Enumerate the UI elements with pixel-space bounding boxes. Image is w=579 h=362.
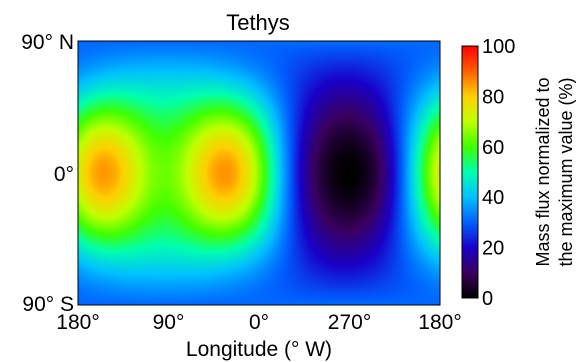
x-tick-labels: 180° 90° 0° 270° 180° — [56, 311, 461, 334]
chart-title: Tethys — [226, 10, 290, 35]
y-tick-label: 90° N — [21, 31, 74, 54]
plot-frame — [77, 40, 441, 306]
colorbar-tick-label: 100 — [482, 36, 515, 58]
colorbar — [461, 45, 479, 299]
colorbar-tick-label: 60 — [482, 137, 504, 159]
heatmap-image — [78, 41, 440, 305]
y-tick-labels: 90° N 0° 90° S — [21, 31, 74, 316]
x-tick-label: 0° — [249, 311, 269, 334]
x-tick-label: 180° — [56, 311, 99, 334]
colorbar-tick-label: 0 — [482, 288, 493, 310]
colorbar-tick-label: 20 — [482, 238, 504, 260]
y-tick-label: 0° — [54, 163, 74, 186]
colorbar-tick-label: 80 — [482, 86, 504, 108]
colorbar-tick-labels: 0 20 40 60 80 100 — [482, 36, 515, 310]
colorbar-label-line-1: Mass flux normalized to — [533, 77, 553, 266]
x-tick-label: 180° — [418, 311, 461, 334]
x-tick-label: 270° — [328, 311, 371, 334]
x-axis-label: Longitude (° W) — [186, 338, 332, 361]
y-tick-label: 90° S — [22, 293, 74, 316]
colorbar-label-line-2: the maximum value (%) — [556, 77, 576, 266]
colorbar-tick-label: 40 — [482, 187, 504, 209]
x-tick-label: 90° — [153, 311, 185, 334]
